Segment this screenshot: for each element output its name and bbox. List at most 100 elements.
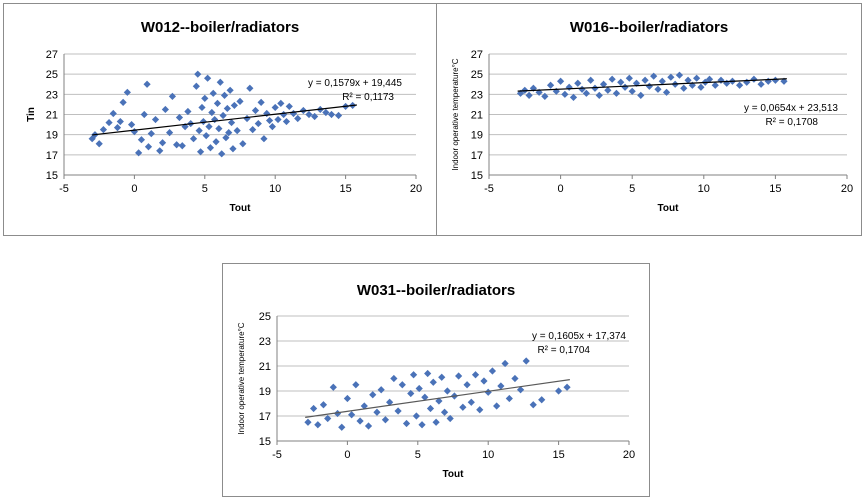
data-point xyxy=(621,83,629,91)
data-point xyxy=(348,411,356,419)
x-tick-label: 5 xyxy=(202,183,208,195)
data-point xyxy=(394,407,402,415)
data-point xyxy=(192,82,200,90)
data-point xyxy=(625,74,633,82)
data-point xyxy=(541,92,549,100)
data-point xyxy=(360,402,368,410)
y-axis-label: Indoor operative temperature°C xyxy=(237,322,246,434)
data-point xyxy=(127,120,136,129)
data-point xyxy=(304,418,312,426)
data-point xyxy=(173,141,181,149)
chart-panel-w031: W031--boiler/radiators 15 17 19 21 23 25 -5 0 5 10… xyxy=(222,263,650,497)
data-point xyxy=(493,402,501,410)
x-axis-label: Tout xyxy=(658,203,680,214)
data-point xyxy=(227,118,236,127)
chart-title: W031--boiler/radiators xyxy=(357,282,515,299)
data-point xyxy=(254,119,262,128)
data-point xyxy=(140,110,148,119)
y-tick-label: 25 xyxy=(46,69,58,81)
data-point xyxy=(271,103,279,112)
y-tick-label: 27 xyxy=(471,49,483,61)
data-point xyxy=(95,140,103,148)
data-point xyxy=(322,108,330,117)
data-point xyxy=(529,401,537,409)
data-point xyxy=(432,418,440,426)
data-point xyxy=(467,398,475,406)
data-point xyxy=(538,396,546,404)
data-point xyxy=(333,409,342,418)
data-point xyxy=(205,123,213,131)
trendline xyxy=(305,379,570,418)
data-point xyxy=(310,404,318,413)
x-tick-label: 15 xyxy=(769,183,781,195)
data-point xyxy=(407,389,415,398)
data-point xyxy=(369,391,377,399)
y-tick-label: 21 xyxy=(471,110,483,122)
data-point xyxy=(409,371,418,379)
data-point xyxy=(168,92,177,100)
data-point xyxy=(130,128,138,136)
data-point xyxy=(771,76,779,84)
data-point xyxy=(243,114,251,123)
data-point xyxy=(617,78,625,86)
data-point xyxy=(236,97,244,105)
scatter-chart-w031: W031--boiler/radiators 15 17 19 21 23 25 -5 0 5 10… xyxy=(237,282,635,480)
x-tick-label: 10 xyxy=(698,183,710,195)
data-point xyxy=(151,115,160,124)
data-point xyxy=(501,359,509,368)
data-point xyxy=(480,377,488,385)
data-point xyxy=(525,91,533,99)
data-point xyxy=(143,80,151,88)
data-point xyxy=(105,118,113,127)
data-point xyxy=(324,414,332,423)
data-point xyxy=(147,130,155,138)
data-point xyxy=(587,76,595,84)
data-point xyxy=(471,371,480,379)
data-point xyxy=(443,387,451,395)
scatter-chart-w012: W012--boiler/radiators 15 17 19 21 23 25 27 -5 0 5… xyxy=(26,19,422,214)
data-point xyxy=(158,139,167,147)
data-point xyxy=(463,381,471,389)
data-point xyxy=(274,115,282,124)
data-point xyxy=(218,150,226,158)
data-point xyxy=(219,111,227,120)
data-point xyxy=(189,135,198,143)
data-point xyxy=(211,115,219,124)
data-point xyxy=(599,80,608,88)
data-point xyxy=(201,94,209,102)
data-point xyxy=(109,109,117,118)
y-tick-label: 15 xyxy=(46,170,58,182)
data-point xyxy=(424,369,432,378)
data-point xyxy=(697,83,705,91)
data-point xyxy=(750,75,758,83)
data-point xyxy=(119,98,127,106)
data-point xyxy=(711,81,719,89)
data-point xyxy=(505,394,513,403)
trendline-equation: y = 0,1579x + 19,445 xyxy=(308,78,402,89)
data-point xyxy=(123,88,131,96)
data-point xyxy=(522,357,530,365)
data-point xyxy=(429,378,437,386)
x-tick-label: 10 xyxy=(482,449,494,461)
x-tick-label: 20 xyxy=(841,183,853,195)
data-point xyxy=(338,423,346,431)
y-tick-label: 21 xyxy=(46,110,58,122)
data-point xyxy=(265,116,274,125)
data-point xyxy=(569,93,578,101)
data-point xyxy=(412,412,420,420)
data-point xyxy=(743,78,751,86)
data-point xyxy=(667,73,675,81)
data-point xyxy=(268,123,276,131)
trendline xyxy=(517,78,787,92)
data-point xyxy=(662,88,671,96)
data-point xyxy=(736,81,744,89)
r-squared-label: R² = 0,1173 xyxy=(342,92,394,103)
data-point xyxy=(195,127,203,135)
data-point xyxy=(184,107,192,116)
data-point xyxy=(377,386,385,394)
data-point xyxy=(757,80,765,88)
data-point xyxy=(202,132,210,140)
data-point xyxy=(402,419,411,428)
data-point xyxy=(565,83,573,91)
data-point xyxy=(764,77,772,85)
